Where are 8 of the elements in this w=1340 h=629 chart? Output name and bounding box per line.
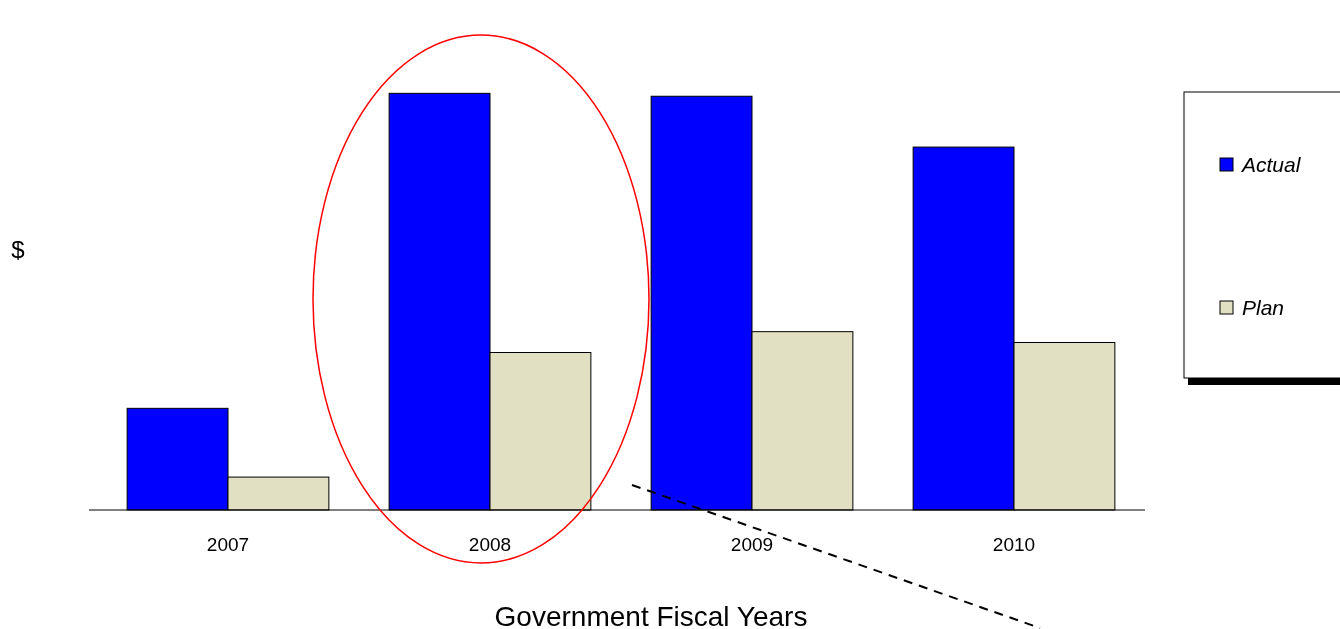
x-tick-label: 2010 [992,534,1036,556]
legend-label: Actual [1240,153,1302,176]
x-axis-title: Government Fiscal Years [494,601,808,629]
x-tick-label: 2007 [206,534,250,556]
y-axis-title: $ [11,236,25,263]
legend-label: Plan [1242,296,1285,319]
x-tick-label: 2009 [730,534,774,556]
x-tick-label: 2008 [468,534,512,556]
